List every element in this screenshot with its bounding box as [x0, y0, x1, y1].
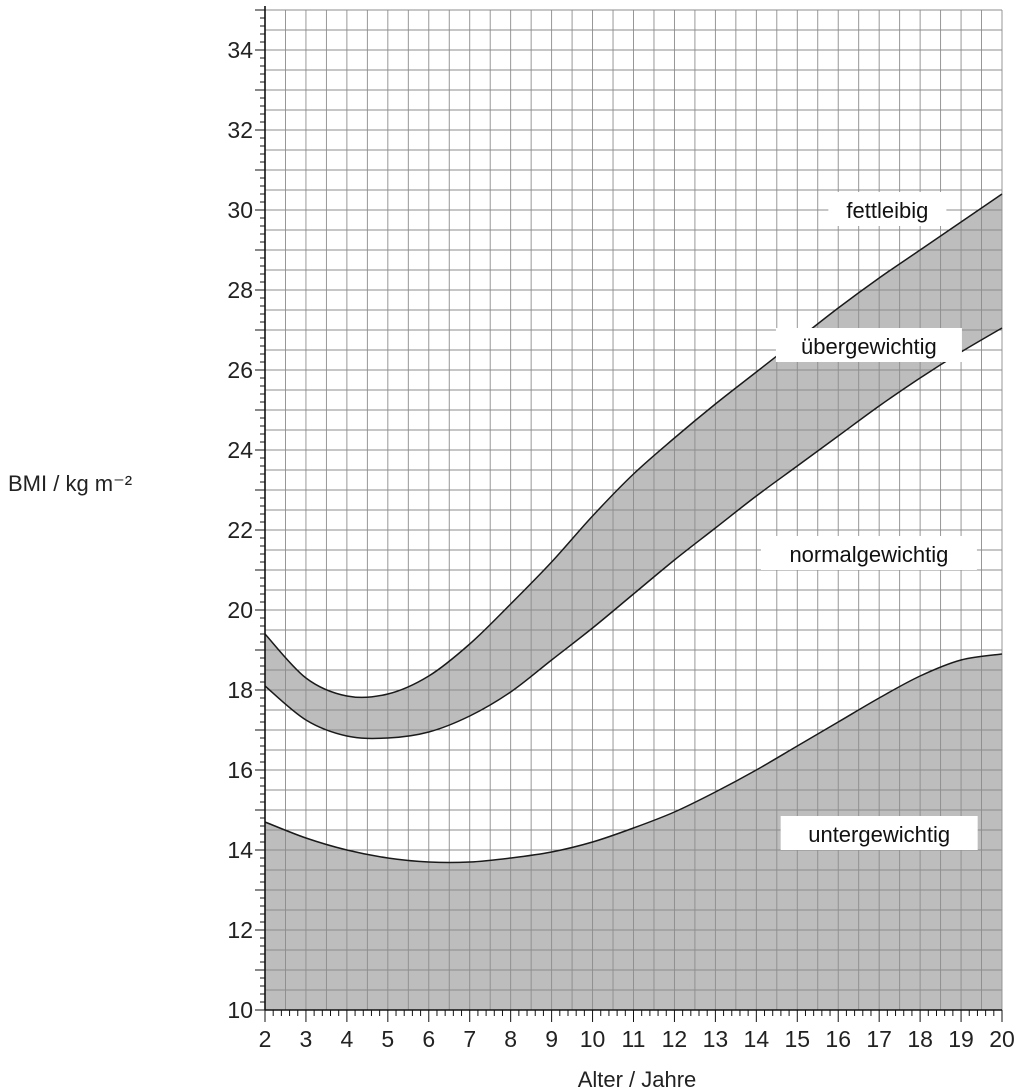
label-fettleibig: fettleibig [846, 198, 928, 223]
curve-untergewichtig [264, 653, 1003, 864]
y-tick-label: 34 [227, 37, 253, 63]
y-tick-label: 14 [227, 837, 253, 863]
x-tick-label: 6 [422, 1026, 435, 1052]
curve-übergewichtig [264, 327, 1003, 740]
y-tick-label: 10 [227, 997, 253, 1023]
x-tick-label: 4 [340, 1026, 353, 1052]
region-labels: fettleibig übergewichtig normalgewichtig un… [760, 192, 978, 850]
x-tick-label: 15 [784, 1026, 810, 1052]
percentile-curves [264, 193, 1003, 864]
label-normalgewichtig: normalgewichtig [789, 542, 948, 567]
label-box-übergewichtig [775, 328, 962, 362]
y-axis-title: BMI / kg m⁻² [8, 471, 132, 496]
y-tick-label: 32 [227, 117, 253, 143]
x-tick-label: 18 [907, 1026, 933, 1052]
y-tick-label: 28 [227, 277, 253, 303]
y-tick-label: 22 [227, 517, 253, 543]
x-tick-label: 5 [381, 1026, 394, 1052]
x-tick-label: 17 [866, 1026, 892, 1052]
x-tick-label: 12 [662, 1026, 688, 1052]
y-tick-label: 26 [227, 357, 253, 383]
y-tick-label: 30 [227, 197, 253, 223]
x-tick-label: 3 [300, 1026, 313, 1052]
x-tick-label: 2 [259, 1026, 272, 1052]
x-tick-label: 19 [948, 1026, 974, 1052]
x-tick-label: 13 [703, 1026, 729, 1052]
x-tick-label: 9 [545, 1026, 558, 1052]
x-tick-label: 14 [744, 1026, 770, 1052]
y-tick-label: 12 [227, 917, 253, 943]
label-box-untergewichtig [780, 816, 978, 850]
x-tick-label: 8 [504, 1026, 517, 1052]
label-übergewichtig: übergewichtig [801, 334, 937, 359]
x-tick-label: 10 [580, 1026, 606, 1052]
label-box-fettleibig [828, 192, 947, 226]
y-tick-label: 16 [227, 757, 253, 783]
label-untergewichtig: untergewichtig [808, 822, 950, 847]
x-tick-label: 11 [622, 1026, 646, 1052]
x-tick-label: 20 [989, 1026, 1015, 1052]
y-tick-label: 24 [227, 437, 253, 463]
label-box-normalgewichtig [760, 536, 977, 570]
x-tick-label: 7 [463, 1026, 476, 1052]
x-tick-label: 16 [825, 1026, 851, 1052]
y-tick-label: 20 [227, 597, 253, 623]
curve-fettleibig [264, 193, 1003, 699]
x-axis-title: Alter / Jahre [578, 1067, 697, 1092]
y-tick-label: 18 [227, 677, 253, 703]
